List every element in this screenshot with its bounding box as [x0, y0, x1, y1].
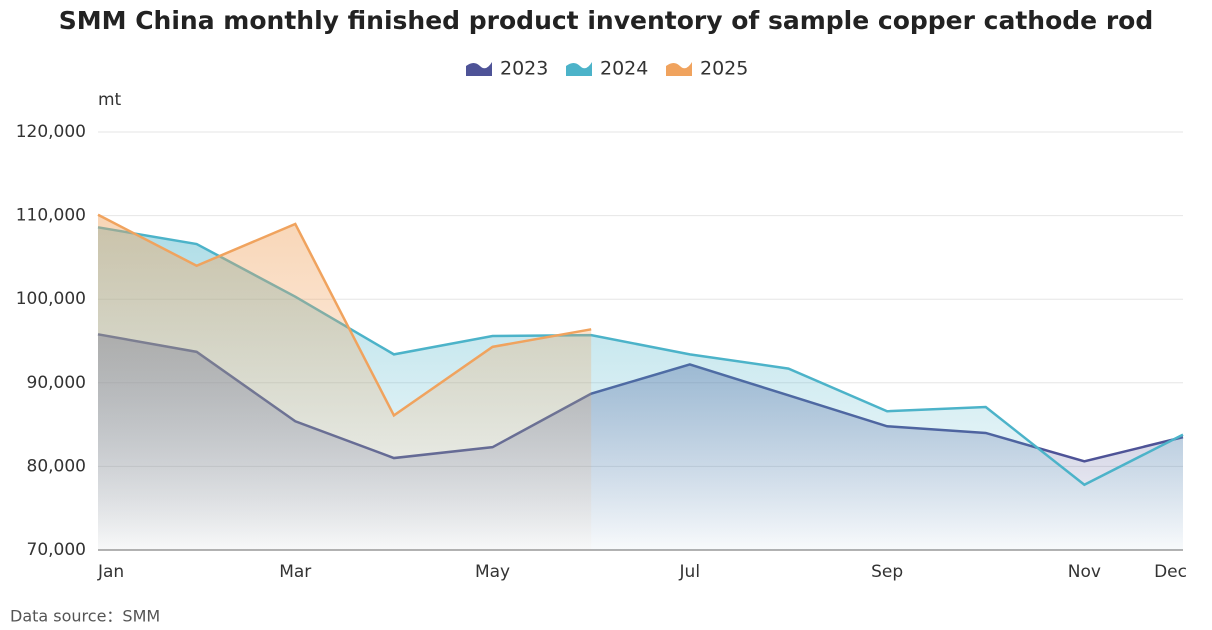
- x-tick-label: May: [475, 562, 510, 582]
- legend-swatch: [666, 62, 692, 76]
- y-tick-label: 90,000: [27, 373, 86, 393]
- y-tick-label: 120,000: [16, 122, 86, 142]
- y-tick-label: 80,000: [27, 456, 86, 476]
- y-tick-label: 70,000: [27, 540, 86, 560]
- x-tick-label: Nov: [1068, 562, 1101, 582]
- legend-label: 2023: [500, 58, 548, 80]
- source: Data source：SMM: [10, 607, 160, 626]
- x-tick-label: Mar: [279, 562, 311, 582]
- y-tick-label: 100,000: [16, 289, 86, 309]
- y-unit: mt: [98, 90, 122, 110]
- y-tick-label: 110,000: [16, 206, 86, 226]
- legend-label: 2025: [700, 58, 748, 80]
- x-tick-label: Dec: [1154, 562, 1187, 582]
- x-tick-label: Sep: [871, 562, 903, 582]
- legend-swatch: [566, 62, 592, 76]
- chart-title: SMM China monthly finished product inven…: [59, 6, 1153, 35]
- line: [97, 213, 592, 418]
- legend-swatch: [466, 62, 492, 76]
- x-tick-label: Jul: [679, 562, 701, 582]
- area: [98, 214, 592, 550]
- x-tick-label: Jan: [97, 562, 124, 582]
- legend-label: 2024: [600, 58, 648, 80]
